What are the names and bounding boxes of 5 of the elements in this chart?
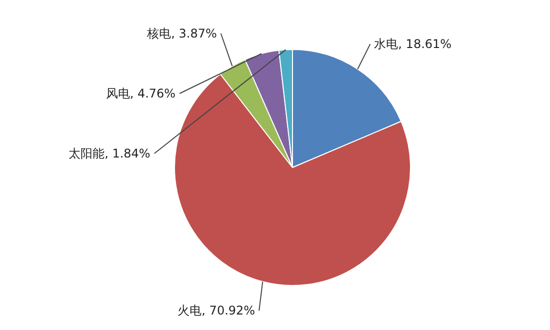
slice-label: 水电, 18.61% bbox=[374, 37, 452, 52]
slice-label: 风电, 4.76% bbox=[106, 86, 176, 100]
slice-label: 核电, 3.87% bbox=[146, 26, 217, 40]
slice-label: 太阳能, 1.84% bbox=[68, 146, 150, 160]
slice-label: 火电, 70.92% bbox=[178, 304, 256, 318]
